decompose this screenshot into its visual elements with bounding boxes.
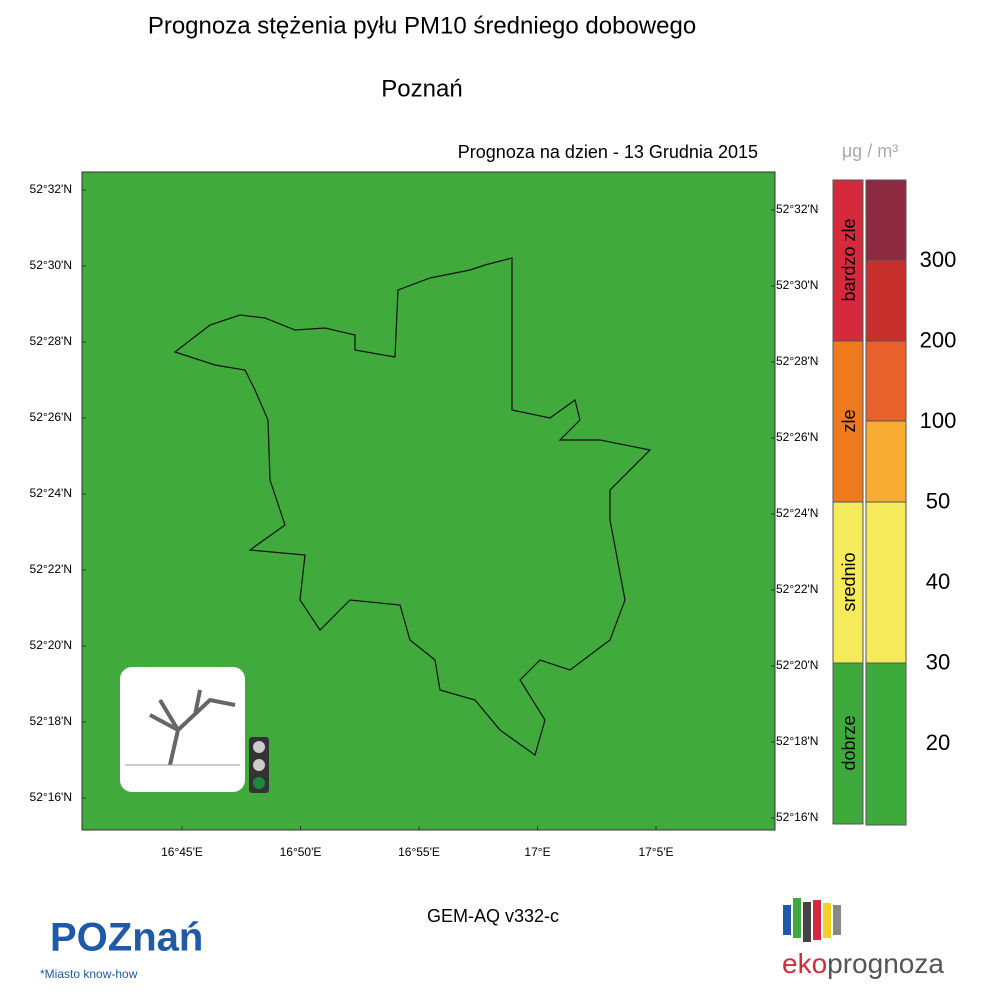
tree-icon [120,667,245,792]
legend-swatch [865,662,907,826]
lat-tick-label: 52°28'N [776,354,818,368]
legend-swatch [865,259,907,342]
legend-category [832,340,864,503]
legend-category [832,501,864,664]
unit: μg / m³ [842,141,898,161]
lon-tick-label: 16°45'E [161,845,203,859]
lat-tick-label: 52°22'N [776,582,818,596]
legend-threshold: 40 [926,569,950,594]
lon-tick-label: 16°55'E [398,845,440,859]
legend-threshold: 200 [920,327,957,352]
logo-right-a: eko [782,948,827,979]
legend-swatch [865,420,907,503]
legend-category [832,179,864,342]
traffic-light [249,737,269,793]
lat-tick-label: 52°30'N [776,278,818,292]
lat-tick-label: 52°16'N [30,790,72,804]
legend-category-label: zle [839,409,859,432]
city-outline [173,257,652,756]
lat-tick-label: 52°20'N [30,638,72,652]
legend-swatch [865,179,907,261]
lat-tick-label: 52°28'N [30,334,72,348]
legend-category-label: srednio [839,552,859,611]
legend-swatch [865,501,907,664]
lon-tick-label: 17°5'E [638,845,673,859]
lat-tick-label: 52°18'N [30,714,72,728]
logo-right: ekoprognoza [782,948,944,979]
legend-swatch [865,340,907,422]
lat-tick-label: 52°18'N [776,734,818,748]
lat-tick-label: 52°32'N [30,182,72,196]
legend-threshold: 30 [926,649,950,674]
date-label: Prognoza na dzien - 13 Grudnia 2015 [458,142,758,162]
lat-tick-label: 52°22'N [30,562,72,576]
legend-threshold: 300 [920,247,957,272]
lon-tick-label: 16°50'E [280,845,322,859]
logo-right-b: prognoza [827,948,944,979]
legend-category-label: dobrze [839,715,859,770]
lon-tick-label: 17°E [524,845,550,859]
lat-tick-label: 52°30'N [30,258,72,272]
lat-tick-label: 52°16'N [776,810,818,824]
legend-threshold: 20 [926,730,950,755]
lat-tick-label: 52°32'N [776,202,818,216]
logo-left-tagline: *Miasto know-how [40,967,138,981]
lat-tick-label: 52°24'N [30,486,72,500]
lat-tick-label: 52°24'N [776,506,818,520]
legend-threshold: 100 [920,408,957,433]
lat-tick-label: 52°20'N [776,658,818,672]
model: GEM-AQ v332-c [427,906,559,926]
logo-bars [783,898,841,942]
logo-left: POZnań [50,916,203,960]
title: Prognoza stężenia pyłu PM10 średniego do… [148,12,696,39]
legend-category-label: bardzo zle [839,218,859,301]
legend-category [832,662,864,825]
legend-threshold: 50 [926,488,950,513]
city: Poznań [381,75,462,102]
lat-tick-label: 52°26'N [776,430,818,444]
lat-tick-label: 52°26'N [30,410,72,424]
